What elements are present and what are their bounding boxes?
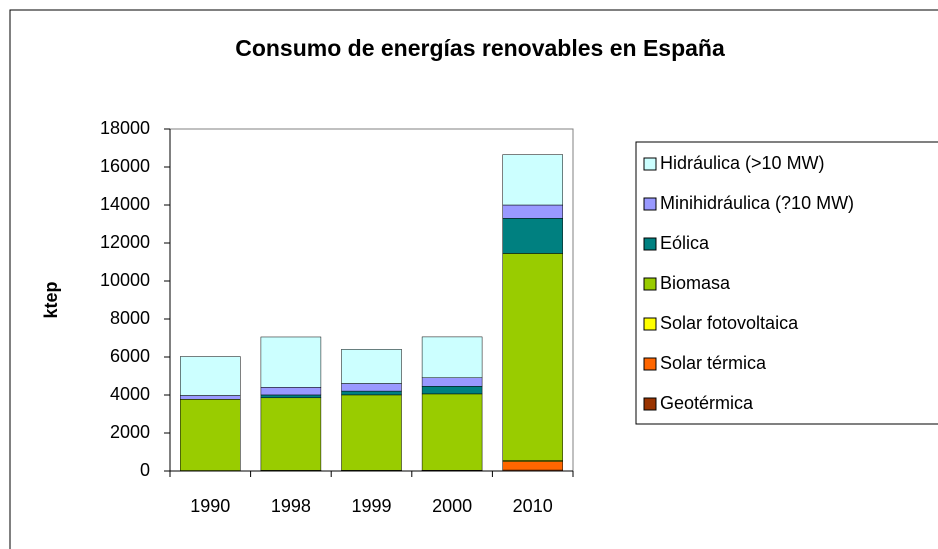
y-tick-label: 6000 xyxy=(110,346,150,366)
bar-segment xyxy=(502,154,563,206)
x-tick-label: 1990 xyxy=(190,496,230,516)
legend-box xyxy=(635,141,938,425)
y-axis-label: ktep xyxy=(41,281,61,318)
bar-segment xyxy=(341,349,402,384)
legend-swatch xyxy=(643,317,657,331)
legend-swatch xyxy=(643,357,657,371)
bar-segment xyxy=(180,356,241,396)
x-tick-label: 1999 xyxy=(351,496,391,516)
x-tick-label: 2010 xyxy=(513,496,553,516)
legend-label: Geotérmica xyxy=(660,393,754,413)
legend-swatch xyxy=(643,157,657,171)
legend-swatch xyxy=(643,237,657,251)
legend-label: Minihidráulica (?10 MW) xyxy=(660,193,854,213)
y-tick-label: 16000 xyxy=(100,156,150,176)
y-tick-label: 8000 xyxy=(110,308,150,328)
y-tick-label: 12000 xyxy=(100,232,150,252)
bar-segment xyxy=(260,387,322,396)
chart-title: Consumo de energías renovables en España xyxy=(235,35,725,61)
bar-segment xyxy=(502,204,563,219)
bar-segment xyxy=(180,399,241,471)
x-tick-label: 2000 xyxy=(432,496,472,516)
y-tick-label: 2000 xyxy=(110,422,150,442)
bar-segment xyxy=(421,386,483,395)
y-tick-label: 18000 xyxy=(100,118,150,138)
bar-segment xyxy=(180,395,241,400)
legend-label: Biomasa xyxy=(660,273,731,293)
legend-swatch xyxy=(643,197,657,211)
y-tick-label: 14000 xyxy=(100,194,150,214)
bar-segment xyxy=(260,394,322,399)
bar-segment xyxy=(421,336,483,378)
bar-segment xyxy=(502,461,563,471)
bar-segment xyxy=(421,393,483,471)
legend-label: Hidráulica (>10 MW) xyxy=(660,153,825,173)
y-tick-label: 10000 xyxy=(100,270,150,290)
bar-segment xyxy=(502,218,563,254)
bar-segment xyxy=(421,377,483,387)
bar-segment xyxy=(260,336,322,388)
bar-segment xyxy=(341,383,402,392)
bar-segment xyxy=(502,253,563,461)
y-tick-label: 0 xyxy=(140,460,150,480)
legend-swatch xyxy=(643,397,657,411)
legend-label: Solar térmica xyxy=(660,353,767,373)
bar-segment xyxy=(341,390,402,396)
x-tick-label: 1998 xyxy=(271,496,311,516)
bar-segment xyxy=(341,394,402,471)
legend-swatch xyxy=(643,277,657,291)
legend-label: Eólica xyxy=(660,233,710,253)
bar-segment xyxy=(260,397,322,471)
legend-label: Solar fotovoltaica xyxy=(660,313,799,333)
y-tick-label: 4000 xyxy=(110,384,150,404)
